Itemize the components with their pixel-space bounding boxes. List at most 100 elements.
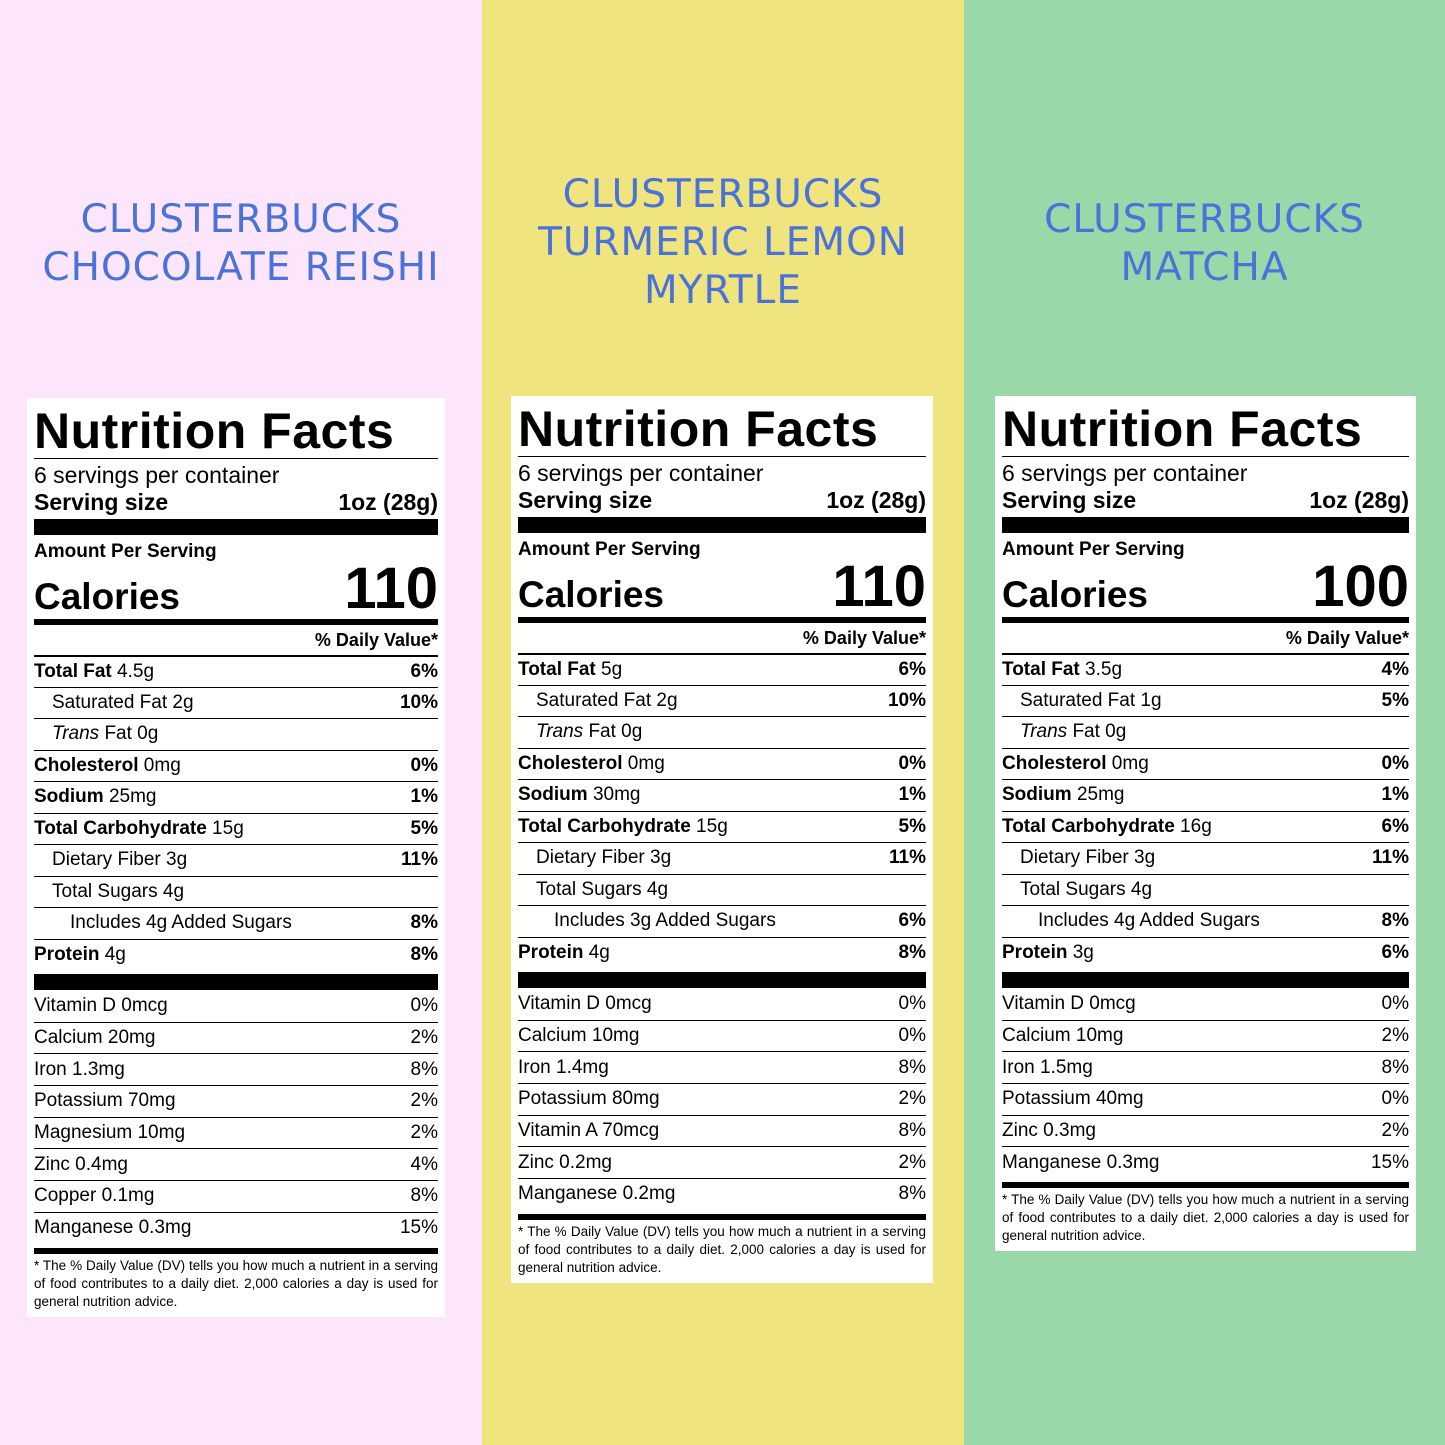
nutrient-name: Protein 4g bbox=[34, 940, 126, 970]
nutrient-percent: 1% bbox=[898, 784, 926, 806]
nutrient-name: Includes 4g Added Sugars bbox=[70, 908, 292, 938]
vitamin-name: Calcium 10mg bbox=[518, 1025, 640, 1047]
nutrient-amount: 0mg bbox=[138, 754, 181, 776]
vitamin-name: Calcium 20mg bbox=[34, 1027, 156, 1049]
vitamin-row: Vitamin D 0mcg 0% bbox=[518, 988, 926, 1020]
thick-rule bbox=[1002, 972, 1409, 988]
vitamin-row: Potassium 80mg 2% bbox=[518, 1083, 926, 1115]
nutrient-row: Includes 4g Added Sugars 8% bbox=[34, 907, 438, 939]
vitamin-percent: 8% bbox=[410, 1058, 438, 1080]
amount-per-serving: Amount Per Serving bbox=[1002, 539, 1185, 560]
vitamin-row: Zinc 0.2mg 2% bbox=[518, 1146, 926, 1178]
nutrient-amount: 4g bbox=[1125, 878, 1153, 900]
vitamin-name: Copper 0.1mg bbox=[34, 1185, 155, 1207]
nutrient-amount: 0mg bbox=[622, 752, 665, 774]
nutrient-percent: 0% bbox=[1381, 752, 1409, 774]
nutrient-amount: 4g bbox=[99, 943, 126, 965]
calories-row: Calories 110 bbox=[34, 560, 438, 618]
thick-rule bbox=[518, 972, 926, 988]
nutrition-facts-heading: Nutrition Facts bbox=[34, 403, 395, 459]
nutrient-name: Cholesterol 0mg bbox=[34, 751, 181, 781]
serving-size-row: Serving size 1oz (28g) bbox=[1002, 487, 1409, 513]
panel-chocolate-reishi: CLUSTERBUCKS CHOCOLATE REISHI Nutrition … bbox=[0, 0, 482, 1445]
vitamin-row: Calcium 20mg 2% bbox=[34, 1021, 438, 1054]
calories-label: Calories bbox=[1002, 574, 1149, 615]
nutrient-percent: 8% bbox=[898, 941, 926, 963]
vitamin-row: Vitamin A 70mcg 8% bbox=[518, 1114, 926, 1147]
nutrient-italic-name: Trans bbox=[52, 723, 100, 745]
nutrient-row: Cholesterol 0mg 0% bbox=[518, 747, 926, 780]
nutrient-bold-name: Cholesterol bbox=[1002, 752, 1107, 774]
nutrient-percent: 6% bbox=[898, 910, 926, 932]
title-line: TURMERIC LEMON bbox=[538, 220, 908, 265]
nutrient-row: Sodium 25mg 1% bbox=[1002, 779, 1409, 811]
nutrient-row: Dietary Fiber 3g 11% bbox=[518, 842, 926, 874]
nutrient-percent: 5% bbox=[898, 815, 926, 837]
nutrient-row: Sodium 25mg 1% bbox=[34, 781, 438, 813]
nutrient-name: Trans Fat 0g bbox=[1020, 717, 1126, 747]
nutrient-plain-name: Saturated Fat bbox=[1020, 689, 1136, 711]
nutrient-name: Trans Fat 0g bbox=[536, 717, 642, 747]
calories-row: Calories 100 bbox=[1002, 554, 1409, 619]
nutrient-name: Sodium 25mg bbox=[1002, 780, 1124, 810]
vitamin-name: Magnesium 10mg bbox=[34, 1122, 186, 1144]
nutrient-percent: 1% bbox=[410, 786, 438, 808]
panel-turmeric-lemon-myrtle: CLUSTERBUCKS TURMERIC LEMON MYRTLE Nutri… bbox=[482, 0, 964, 1445]
nutrient-row: Saturated Fat 2g 10% bbox=[34, 686, 438, 719]
vitamin-percent: 2% bbox=[410, 1090, 438, 1112]
nutrient-bold-name: Protein bbox=[34, 943, 100, 965]
vitamin-name: Vitamin D 0mcg bbox=[34, 994, 168, 1016]
vitamin-row: Zinc 0.4mg 4% bbox=[34, 1148, 438, 1180]
vitamin-row: Magnesium 10mg 2% bbox=[34, 1116, 438, 1149]
nutrient-name: Total Fat 4.5g bbox=[34, 657, 154, 687]
calories-row: Calories 110 bbox=[518, 558, 926, 616]
nutrient-name: Saturated Fat 1g bbox=[1020, 686, 1162, 716]
vitamin-name: Zinc 0.2mg bbox=[518, 1151, 612, 1173]
vitamin-row: Calcium 10mg 2% bbox=[1002, 1019, 1409, 1052]
nutrient-bold-name: Protein bbox=[518, 941, 584, 963]
daily-value-header: % Daily Value* bbox=[314, 630, 438, 650]
nutrient-name: Total Carbohydrate 15g bbox=[518, 812, 728, 842]
nutrient-italic-name: Trans bbox=[1020, 721, 1068, 743]
nutrient-row: Total Sugars 4g bbox=[1002, 873, 1409, 906]
nutrient-amount: 1g bbox=[1135, 689, 1162, 711]
nutrient-name: Total Carbohydrate 16g bbox=[1002, 812, 1212, 842]
nutrient-name: Includes 4g Added Sugars bbox=[1038, 906, 1260, 936]
vitamin-percent: 0% bbox=[1381, 992, 1409, 1014]
rule bbox=[518, 456, 926, 457]
vitamin-name: Iron 1.4mg bbox=[518, 1056, 609, 1078]
vitamin-name: Potassium 70mg bbox=[34, 1090, 176, 1112]
nutrient-amount: 0mg bbox=[1106, 752, 1149, 774]
nutrient-percent: 0% bbox=[898, 752, 926, 774]
nutrient-percent: 11% bbox=[1372, 847, 1409, 869]
title-line: MYRTLE bbox=[644, 268, 802, 313]
vitamin-percent: 2% bbox=[1381, 1120, 1409, 1142]
nutrient-amount: 4g bbox=[583, 941, 610, 963]
serving-size-value: 1oz (28g) bbox=[1309, 487, 1409, 513]
nutrient-amount: Fat 0g bbox=[1067, 721, 1127, 743]
vitamin-row: Calcium 10mg 0% bbox=[518, 1019, 926, 1052]
nutrient-plain-name: Dietary Fiber bbox=[1020, 847, 1129, 869]
vitamin-percent: 15% bbox=[399, 1217, 438, 1239]
nutrient-row: Includes 3g Added Sugars 6% bbox=[518, 905, 926, 937]
nutrient-name: Cholesterol 0mg bbox=[1002, 749, 1149, 779]
nutrient-percent: 11% bbox=[401, 849, 438, 871]
nutrient-percent: 8% bbox=[1381, 910, 1409, 932]
vitamin-name: Potassium 40mg bbox=[1002, 1088, 1144, 1110]
nutrient-plain-name: Includes 4g Added Sugars bbox=[1038, 910, 1260, 932]
nutrient-row: Trans Fat 0g bbox=[34, 718, 438, 750]
nutrient-name: Sodium 30mg bbox=[518, 780, 640, 810]
nutrient-plain-name: Dietary Fiber bbox=[52, 849, 161, 871]
nutrient-name: Dietary Fiber 3g bbox=[1020, 843, 1155, 873]
serving-size-row: Serving size 1oz (28g) bbox=[34, 489, 438, 515]
calories-value: 100 bbox=[1312, 554, 1409, 619]
nutrient-amount: 4g bbox=[157, 880, 185, 902]
vitamin-percent: 2% bbox=[898, 1088, 926, 1110]
nutrient-row: Saturated Fat 2g 10% bbox=[518, 684, 926, 717]
nutrient-row: Cholesterol 0mg 0% bbox=[1002, 747, 1409, 780]
calories-label: Calories bbox=[34, 576, 181, 617]
nutrient-row: Trans Fat 0g bbox=[518, 716, 926, 748]
nutrient-row: Total Sugars 4g bbox=[34, 875, 438, 908]
daily-value-footnote: * The % Daily Value (DV) tells you how m… bbox=[1002, 1182, 1409, 1245]
nutrient-bold-name: Sodium bbox=[34, 786, 104, 808]
